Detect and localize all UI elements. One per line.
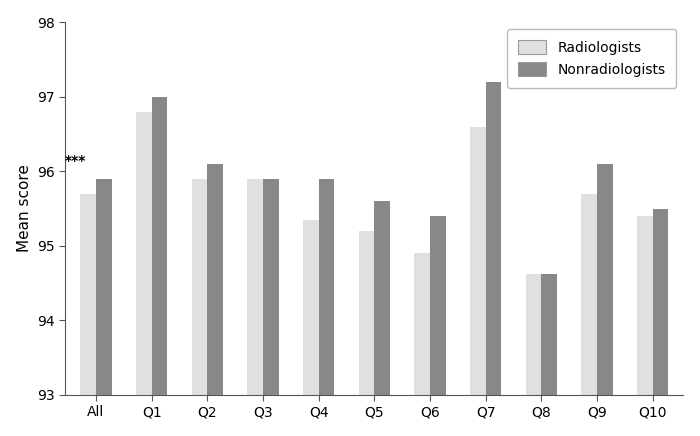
Bar (152, 97, 167, 395)
Bar (136, 112, 152, 395)
Bar (318, 179, 335, 395)
Text: ***: *** (65, 153, 87, 167)
Bar (359, 231, 375, 395)
Bar (526, 274, 541, 395)
Bar (637, 216, 652, 395)
Bar (597, 164, 612, 395)
Y-axis label: Mean score: Mean score (17, 165, 32, 252)
Bar (192, 179, 207, 395)
Bar (247, 179, 263, 395)
Legend: Radiologists, Nonradiologists: Radiologists, Nonradiologists (508, 29, 676, 88)
Bar (582, 194, 597, 395)
Bar (80, 194, 96, 395)
Bar (96, 179, 111, 395)
Bar (652, 208, 668, 395)
Bar (374, 201, 390, 395)
Bar (470, 126, 486, 395)
Bar (541, 274, 557, 395)
Bar (263, 179, 279, 395)
Bar (430, 216, 446, 395)
Bar (303, 220, 319, 395)
Bar (207, 164, 223, 395)
Bar (486, 82, 501, 395)
Bar (414, 253, 430, 395)
